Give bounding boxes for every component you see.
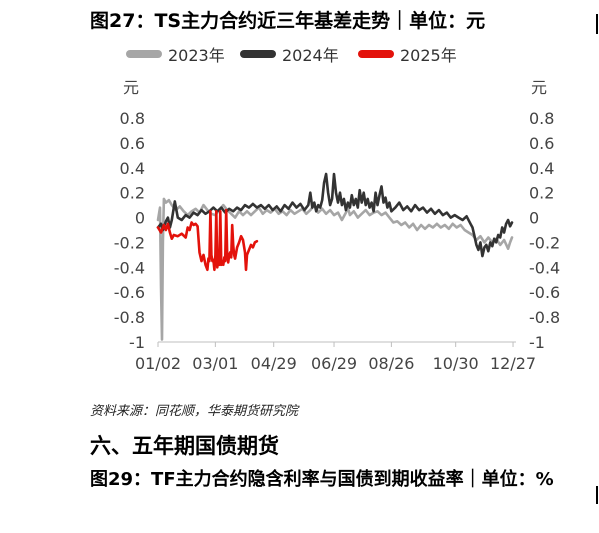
series-layer (156, 172, 514, 341)
y-axis-right: 0.8 0.6 0.4 0.2 0 -0.2 -0.4 -0.6 -0.8 -1 (529, 109, 560, 352)
legend-swatch-3 (358, 50, 394, 58)
legend-label-3: 2025年 (400, 46, 457, 65)
y-tick-right: 0.8 (529, 109, 554, 128)
y-tick-right: -0.8 (529, 308, 560, 327)
y-tick-right: 0.6 (529, 134, 554, 153)
x-tick-label: 12/27 (490, 354, 536, 373)
x-tick-label: 04/29 (251, 354, 297, 373)
y-tick-left: 0.8 (120, 109, 145, 128)
y-tick-left: -0.8 (114, 308, 145, 327)
legend-label-1: 2023年 (168, 46, 225, 65)
y-tick-left: -0.4 (114, 258, 145, 277)
y-tick-left: 0.2 (120, 184, 145, 203)
column-divider-bottom (596, 486, 598, 504)
x-tick-label: 06/29 (311, 354, 357, 373)
y-tick-right: -0.4 (529, 258, 560, 277)
x-tick-label: 01/02 (135, 354, 181, 373)
y-tick-left: -0.6 (114, 283, 145, 302)
legend-swatch-1 (126, 50, 162, 58)
basis-line-chart: 2023年 2024年 2025年 元 元 0.8 0.6 0.4 0.2 0 -0.2 -0.… (114, 46, 560, 373)
legend-label-2: 2024年 (282, 46, 339, 65)
x-tick-label: 03/01 (192, 354, 238, 373)
y-axis-unit-left: 元 (123, 78, 139, 97)
y-axis-left: 0.8 0.6 0.4 0.2 0 -0.2 -0.4 -0.6 -0.8 -1 (114, 109, 145, 352)
y-tick-left: -0.2 (114, 233, 145, 252)
x-tick-label: 08/26 (368, 354, 414, 373)
y-tick-right: -0.6 (529, 283, 560, 302)
x-axis: 01/02 03/01 04/29 06/29 08/26 10/30 12/27 (135, 342, 536, 373)
y-tick-right: -1 (529, 333, 545, 352)
y-tick-left: 0.4 (120, 159, 145, 178)
chart-legend: 2023年 2024年 2025年 (126, 46, 457, 65)
y-tick-right: 0.4 (529, 159, 554, 178)
series-line-2 (156, 172, 514, 258)
series-line-1 (156, 197, 514, 341)
y-tick-left: 0 (135, 209, 145, 228)
x-tick-label: 10/30 (433, 354, 479, 373)
figure-title: 图27：TS主力合约近三年基差走势｜单位：元 (90, 10, 486, 32)
next-figure-title: 图29：TF主力合约隐含利率与国债到期收益率｜单位：% (90, 469, 554, 490)
source-note: 资料来源：同花顺，华泰期货研究院 (90, 404, 299, 419)
y-tick-right: -0.2 (529, 233, 560, 252)
y-tick-right: 0.2 (529, 184, 554, 203)
y-tick-left: 0.6 (120, 134, 145, 153)
column-divider-top (596, 14, 598, 34)
y-tick-left: -1 (129, 333, 145, 352)
legend-swatch-2 (240, 50, 276, 58)
y-tick-right: 0 (529, 209, 539, 228)
section-heading: 六、五年期国债期货 (90, 434, 279, 458)
series-line-3 (156, 208, 259, 272)
y-axis-unit-right: 元 (531, 78, 547, 97)
